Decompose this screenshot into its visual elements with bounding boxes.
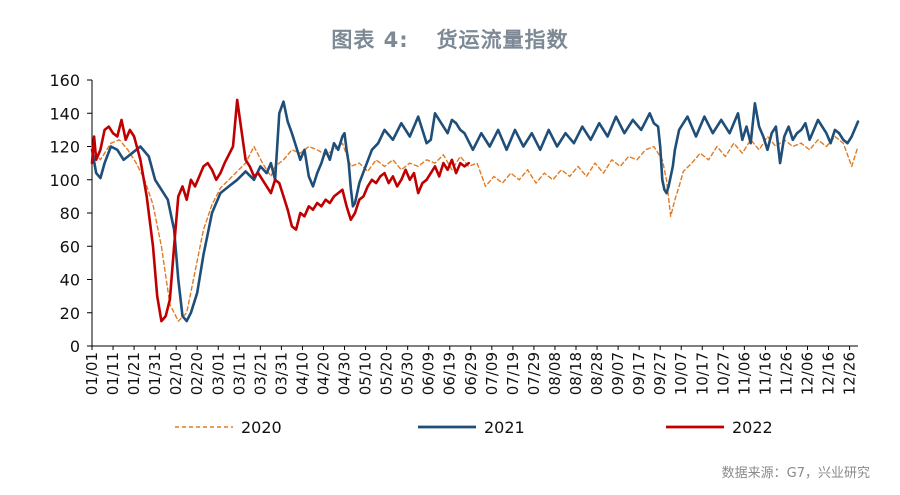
x-tick-label: 11/26	[777, 352, 795, 395]
x-tick-label: 01/31	[146, 352, 164, 395]
y-tick-label: 60	[60, 237, 80, 256]
x-tick-label: 06/29	[462, 352, 480, 395]
x-tick-label: 03/31	[272, 352, 290, 395]
x-tick-label: 02/10	[167, 352, 185, 395]
x-tick-label: 09/07	[609, 352, 627, 395]
legend-label-2020: 2020	[241, 418, 282, 437]
series-layer	[90, 98, 860, 323]
x-tick-label: 08/28	[588, 352, 606, 395]
legend-label-2022: 2022	[732, 418, 773, 437]
x-tick-label: 05/30	[399, 352, 417, 395]
series-line-2022	[90, 98, 470, 323]
x-tick-label: 10/27	[714, 352, 732, 395]
x-tick-label: 12/06	[798, 352, 816, 395]
x-tick-label: 11/16	[756, 352, 774, 395]
legend: 2020 2021 2022	[175, 418, 773, 437]
y-tick-label: 140	[49, 104, 80, 123]
y-tick-label: 100	[49, 171, 80, 190]
x-axis: 01/01 01/11 01/21 01/31 02/10 02/20 03/01 03/11…	[83, 345, 859, 395]
x-tick-label: 06/09	[420, 352, 438, 395]
y-tick-label: 40	[60, 271, 80, 290]
x-tick-label: 08/08	[546, 352, 564, 395]
x-tick-label: 02/20	[188, 352, 206, 395]
x-tick-label: 04/30	[336, 352, 354, 395]
y-tick-label: 80	[60, 204, 80, 223]
y-tick-label: 20	[60, 304, 80, 323]
x-tick-label: 12/16	[820, 352, 838, 395]
y-tick-label: 120	[49, 138, 80, 157]
x-tick-label: 04/10	[293, 352, 311, 395]
x-tick-label: 06/19	[441, 352, 459, 395]
data-source: 数据来源：G7，兴业研究	[721, 466, 870, 481]
x-tick-label: 01/11	[104, 352, 122, 395]
x-tick-label: 10/07	[672, 352, 690, 395]
x-tick-label: 09/17	[630, 352, 648, 395]
x-tick-label: 03/11	[230, 352, 248, 395]
y-tick-label: 0	[70, 337, 80, 356]
y-tick-label: 160	[49, 71, 80, 90]
x-tick-label: 05/20	[378, 352, 396, 395]
figure-name: 货运流量指数	[436, 28, 569, 52]
x-tick-label: 01/21	[125, 352, 143, 395]
x-tick-label: 07/19	[504, 352, 522, 395]
x-tick-label: 08/18	[567, 352, 585, 395]
figure-number: 图表 4:	[331, 28, 409, 52]
x-tick-label: 05/10	[357, 352, 375, 395]
legend-label-2021: 2021	[484, 418, 525, 437]
y-axis: 0 20 40 60 80 100 120 140 160	[49, 71, 93, 356]
x-tick-label: 01/01	[83, 352, 101, 395]
x-tick-label: 07/29	[525, 352, 543, 395]
x-tick-label: 11/06	[735, 352, 753, 395]
x-tick-label: 03/01	[209, 352, 227, 395]
series-line-2020	[91, 135, 859, 322]
x-tick-label: 04/20	[314, 352, 332, 395]
x-tick-label: 10/17	[693, 352, 711, 395]
x-tick-label: 07/09	[483, 352, 501, 395]
chart-title: 图表 4: 货运流量指数	[0, 24, 900, 54]
x-tick-label: 09/27	[651, 352, 669, 395]
series-line-2021	[90, 100, 860, 323]
x-tick-label: 03/21	[251, 352, 269, 395]
x-tick-label: 12/26	[841, 352, 859, 395]
